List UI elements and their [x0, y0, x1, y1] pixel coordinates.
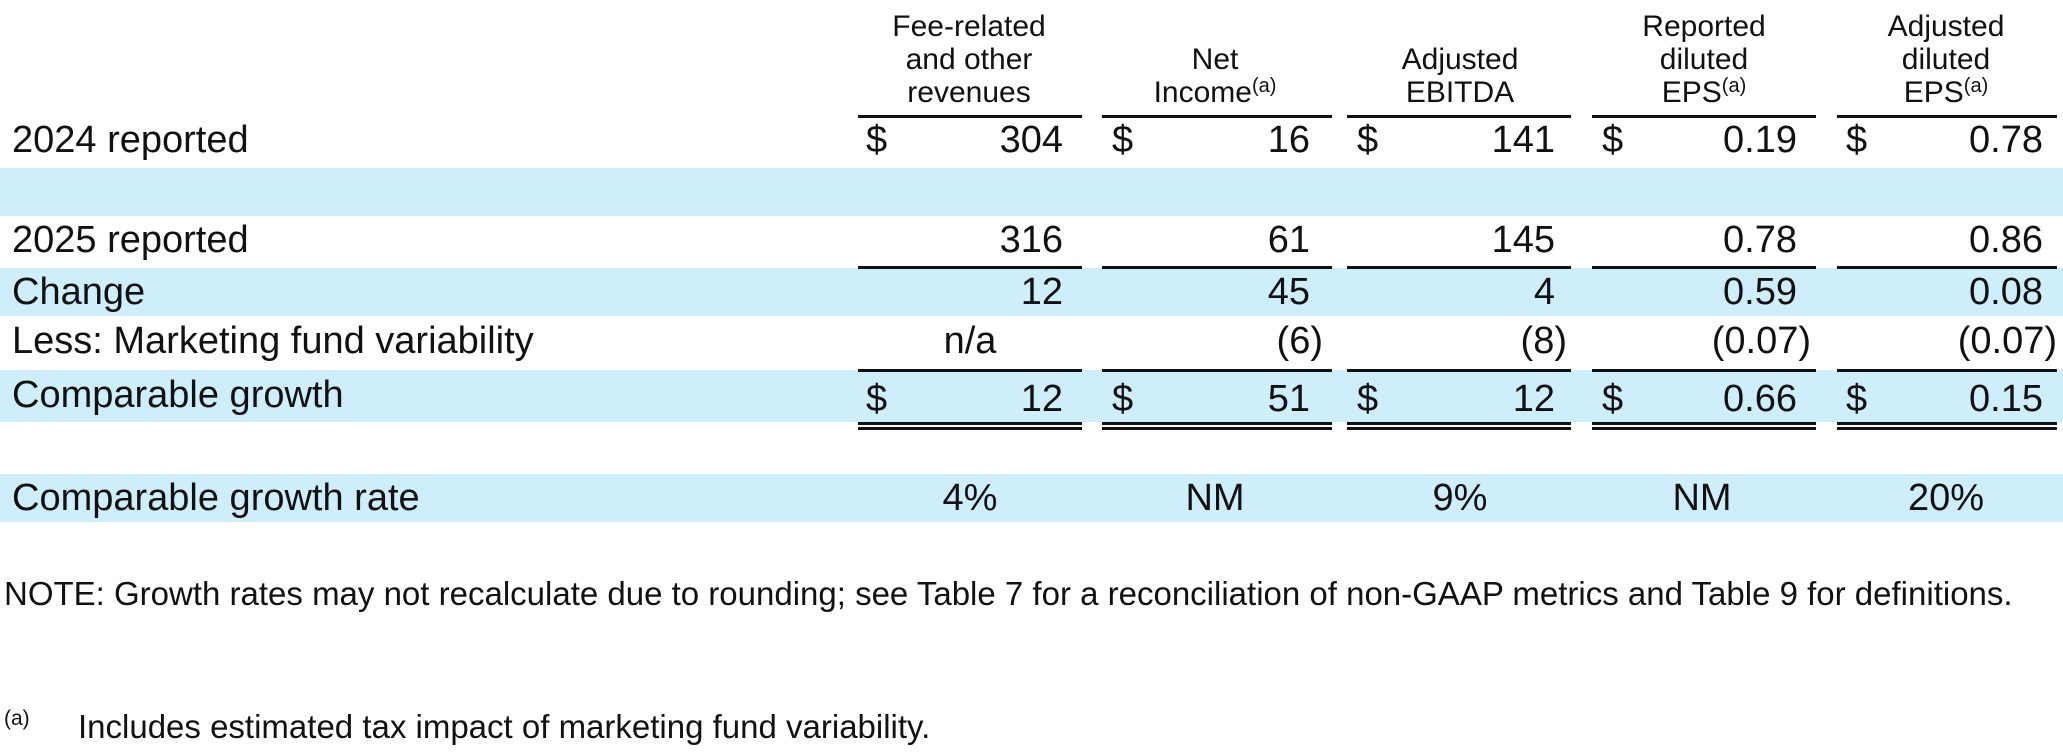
- cell-change-fee-revenues: 12: [1020, 271, 1063, 313]
- cell-less-adjusted-eps: (0.07): [1957, 320, 2057, 362]
- currency-symbol: $: [1602, 119, 1624, 161]
- double-rule: [1102, 427, 1332, 430]
- header-fee-related-revenues: Fee-related and other revenues: [892, 10, 1046, 109]
- cell-rate-adjusted-ebitda: 9%: [1432, 477, 1488, 519]
- total-rule: [1102, 369, 1332, 372]
- double-rule: [1837, 422, 2057, 425]
- row-band-empty: [0, 168, 2063, 216]
- cell-comparable-adjusted-eps: 0.15: [1969, 378, 2043, 420]
- currency-symbol: $: [1112, 119, 1134, 161]
- row-band-change: [0, 268, 2063, 316]
- cell-2025-adjusted-ebitda: 145: [1491, 219, 1555, 261]
- cell-rate-reported-eps: NM: [1672, 477, 1732, 519]
- row-label-change: Change: [12, 271, 146, 313]
- row-label-comparable-growth-rate: Comparable growth rate: [12, 477, 420, 519]
- currency-symbol: $: [1602, 378, 1624, 420]
- double-rule: [1347, 422, 1571, 425]
- cell-2024-adjusted-eps: 0.78: [1969, 119, 2043, 161]
- subtotal-rule: [1837, 266, 2057, 269]
- cell-less-fee-revenues: n/a: [943, 320, 997, 362]
- double-rule: [1592, 427, 1816, 430]
- currency-symbol: $: [1357, 119, 1379, 161]
- cell-2024-reported-eps: 0.19: [1723, 119, 1797, 161]
- cell-change-adjusted-ebitda: 4: [1533, 271, 1555, 313]
- cell-2024-fee-revenues: 304: [999, 119, 1063, 161]
- cell-less-reported-eps: (0.07): [1711, 320, 1811, 362]
- row-label-2024-reported: 2024 reported: [12, 119, 249, 161]
- total-rule: [858, 369, 1082, 372]
- currency-symbol: $: [1846, 119, 1868, 161]
- row-label-2025-reported: 2025 reported: [12, 219, 249, 261]
- subtotal-rule: [1592, 266, 1816, 269]
- double-rule: [1592, 422, 1816, 425]
- cell-rate-adjusted-eps: 20%: [1907, 477, 1985, 519]
- cell-comparable-reported-eps: 0.66: [1723, 378, 1797, 420]
- cell-2024-adjusted-ebitda: 141: [1491, 119, 1555, 161]
- double-rule: [858, 427, 1082, 430]
- cell-2025-net-income: 61: [1267, 219, 1310, 261]
- currency-symbol: $: [866, 119, 888, 161]
- row-label-marketing-fund-variability: Less: Marketing fund variability: [12, 320, 534, 362]
- header-net-income: Net Income(a): [1153, 43, 1277, 109]
- header-adjusted-ebitda: Adjusted EBITDA: [1401, 43, 1519, 109]
- double-rule: [1837, 427, 2057, 430]
- cell-rate-fee-revenues: 4%: [942, 477, 998, 519]
- currency-symbol: $: [866, 378, 888, 420]
- row-band-rate: [0, 474, 2063, 522]
- header-rule: [1837, 115, 2057, 118]
- footnote-text: Includes estimated tax impact of marketi…: [78, 708, 931, 745]
- cell-comparable-net-income: 51: [1267, 378, 1310, 420]
- header-rule: [1102, 115, 1332, 118]
- row-band-comparable: [0, 370, 2063, 422]
- cell-comparable-fee-revenues: 12: [1020, 378, 1063, 420]
- cell-2025-reported-eps: 0.78: [1723, 219, 1797, 261]
- cell-2025-adjusted-eps: 0.86: [1969, 219, 2043, 261]
- double-rule: [1102, 422, 1332, 425]
- total-rule: [1592, 369, 1816, 372]
- double-rule: [858, 422, 1082, 425]
- header-reported-diluted-eps: Reported diluted EPS(a): [1642, 10, 1766, 109]
- currency-symbol: $: [1846, 378, 1868, 420]
- subtotal-rule: [858, 266, 1082, 269]
- cell-change-adjusted-eps: 0.08: [1969, 271, 2043, 313]
- cell-2024-net-income: 16: [1267, 119, 1310, 161]
- header-rule: [1592, 115, 1816, 118]
- cell-2025-fee-revenues: 316: [999, 219, 1063, 261]
- double-rule: [1347, 427, 1571, 430]
- header-rule: [1347, 115, 1571, 118]
- subtotal-rule: [1347, 266, 1571, 269]
- note-text: NOTE: Growth rates may not recalculate d…: [4, 575, 2013, 612]
- cell-less-net-income: (6): [1276, 320, 1323, 362]
- header-rule: [858, 115, 1082, 118]
- footnote-marker: (a): [4, 707, 30, 730]
- row-label-comparable-growth: Comparable growth: [12, 374, 344, 416]
- subtotal-rule: [1102, 266, 1332, 269]
- cell-comparable-adjusted-ebitda: 12: [1512, 378, 1555, 420]
- cell-less-adjusted-ebitda: (8): [1520, 320, 1567, 362]
- total-rule: [1837, 369, 2057, 372]
- cell-change-reported-eps: 0.59: [1723, 271, 1797, 313]
- header-adjusted-diluted-eps: Adjusted diluted EPS(a): [1887, 10, 2005, 109]
- currency-symbol: $: [1357, 378, 1379, 420]
- currency-symbol: $: [1112, 378, 1134, 420]
- cell-change-net-income: 45: [1267, 271, 1310, 313]
- cell-rate-net-income: NM: [1185, 477, 1245, 519]
- total-rule: [1347, 369, 1571, 372]
